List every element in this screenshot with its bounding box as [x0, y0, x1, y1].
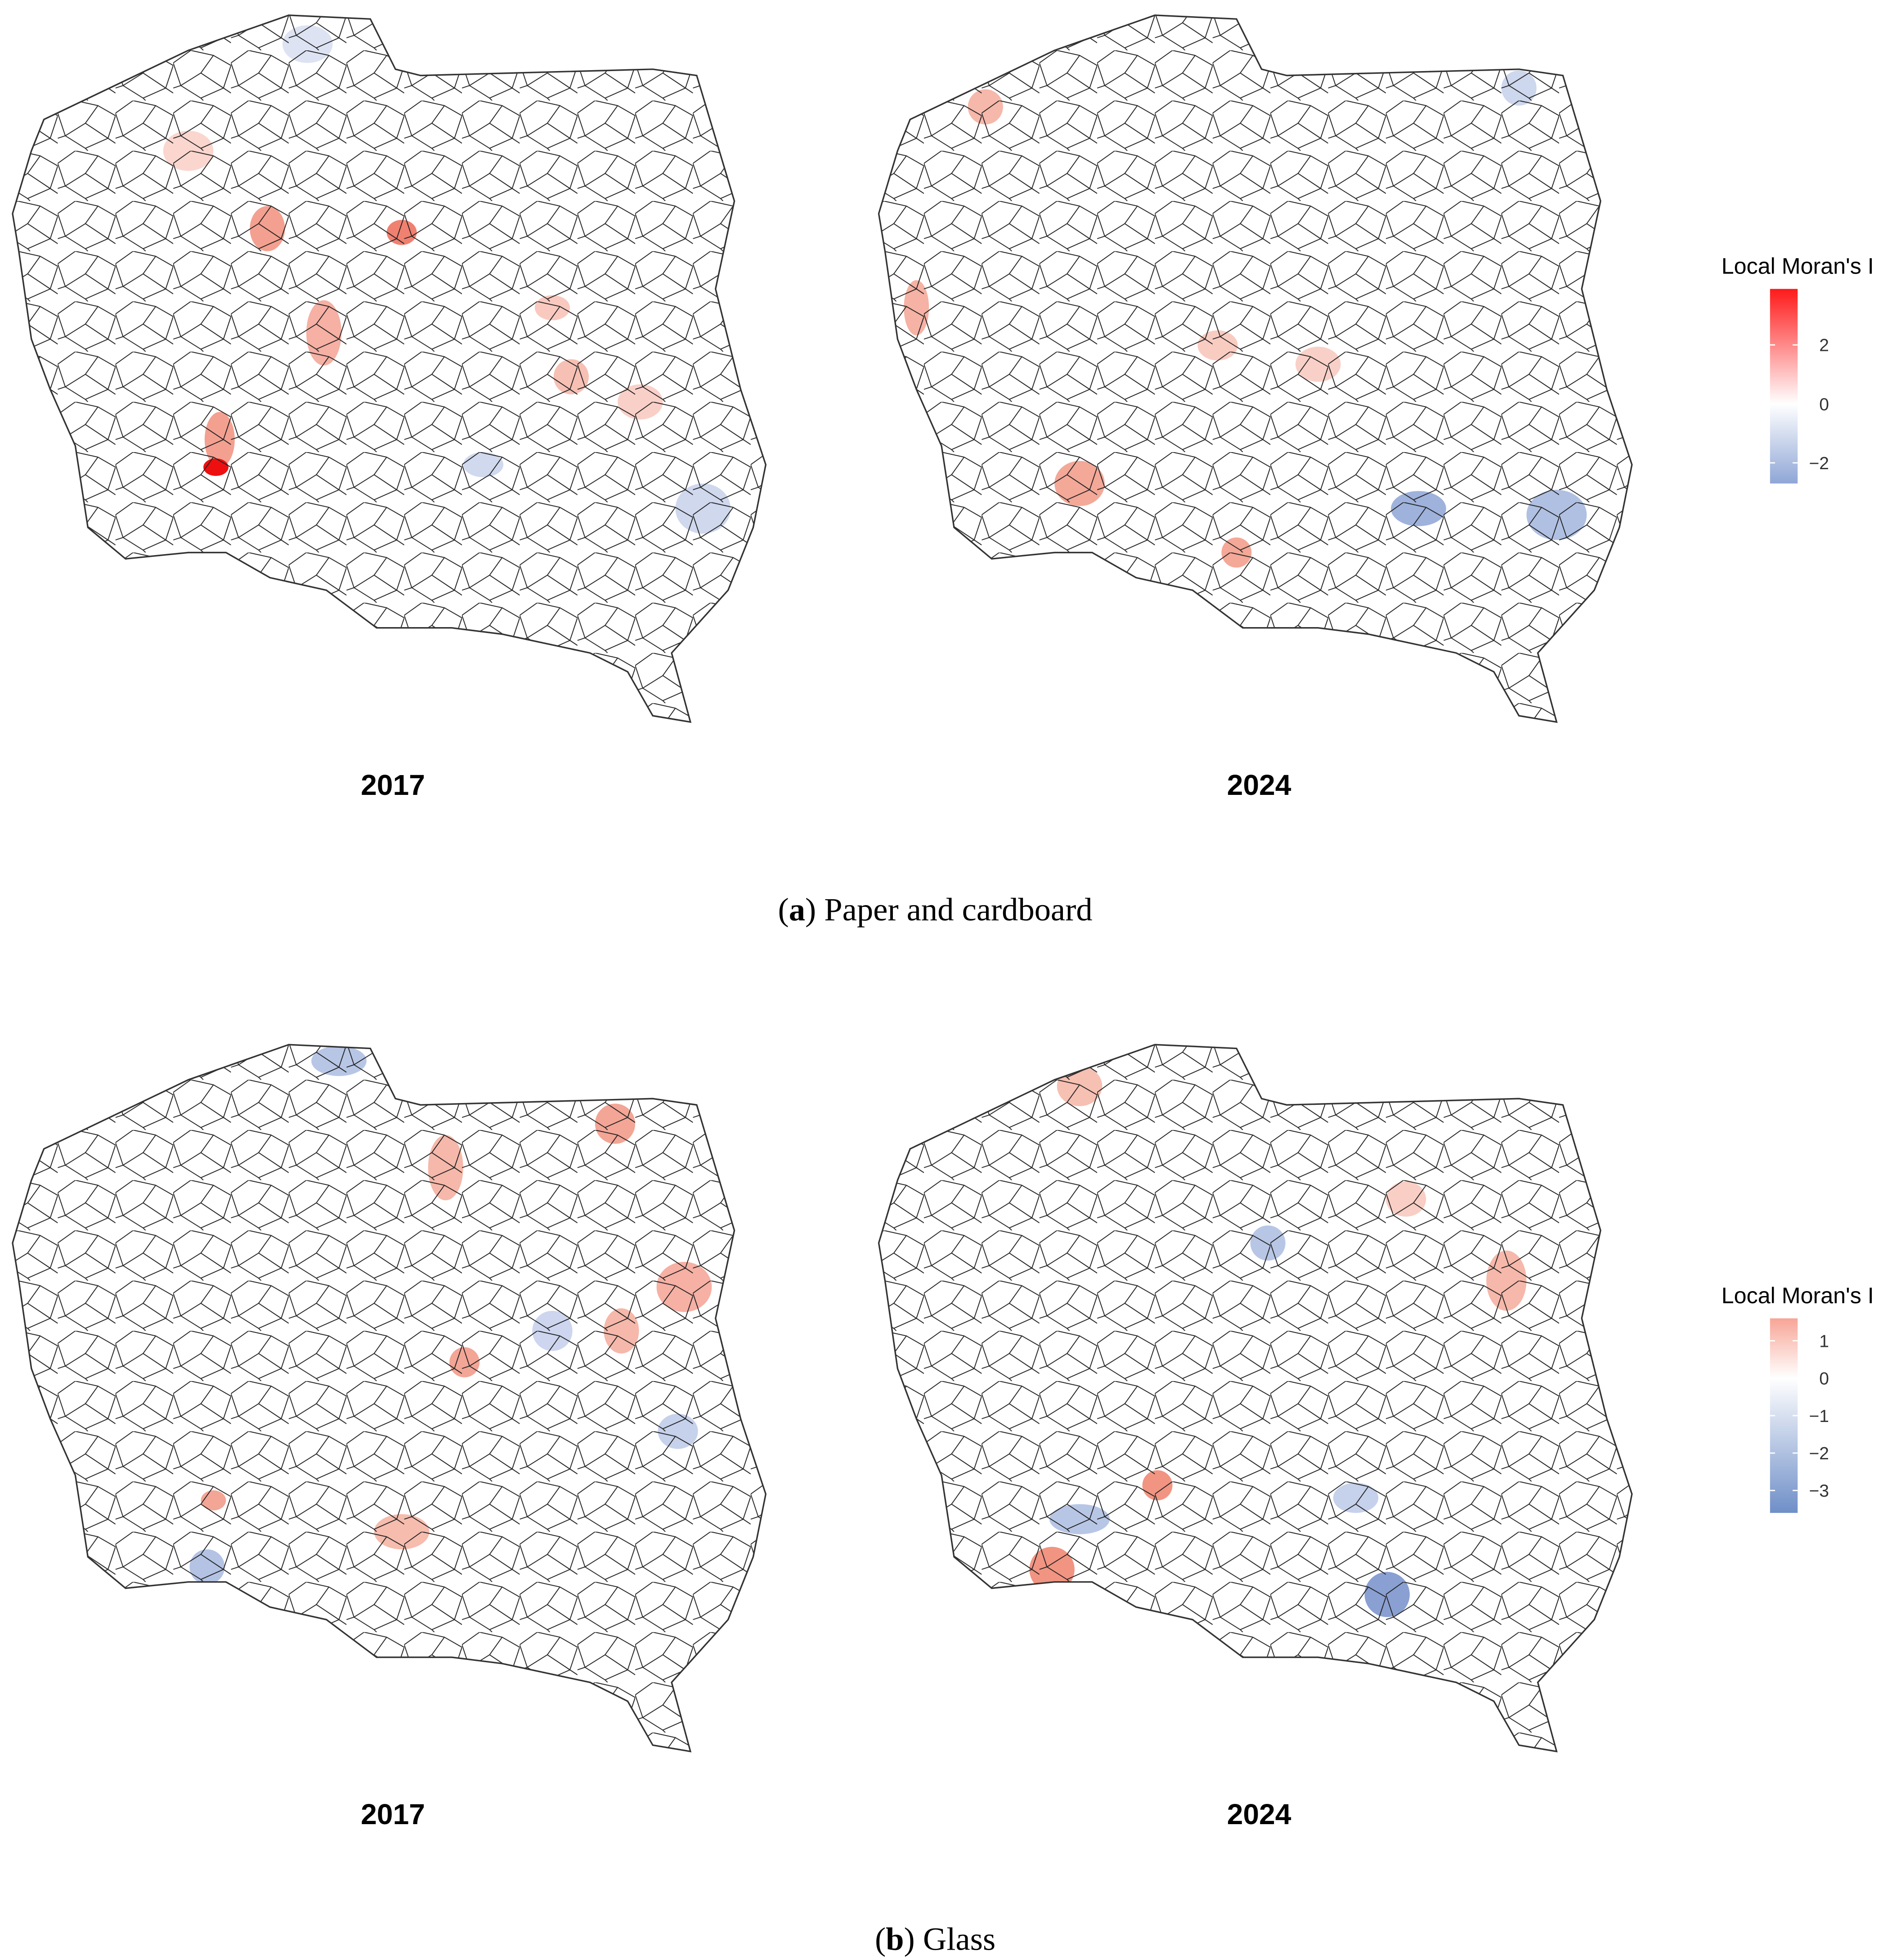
district [1303, 1718, 1333, 1743]
caption-part: ) Glass [904, 1920, 996, 1957]
caption-part: a [789, 891, 805, 928]
map-title: 2024 [1227, 769, 1291, 801]
legend-tick-label: −3 [1809, 1481, 1829, 1501]
legend-tick-label: 0 [1819, 1369, 1829, 1389]
legend-tick-label: −1 [1809, 1407, 1829, 1426]
map [12, 1044, 767, 1753]
legend-tick-label: −2 [1809, 454, 1829, 473]
map-title: 2017 [361, 1798, 425, 1830]
caption: (b) Glass [875, 1920, 995, 1957]
legend-tick-label: 0 [1819, 395, 1829, 414]
caption-part: ( [875, 1920, 886, 1957]
caption-part: ( [778, 891, 789, 928]
legend-title: Local Moran's I [1722, 1283, 1874, 1308]
map-title: 2024 [1227, 1798, 1291, 1830]
legend-tick-label: 2 [1819, 336, 1829, 355]
caption-part: b [886, 1920, 904, 1957]
caption-part: ) Paper and cardboard [805, 891, 1093, 928]
color-bar [1770, 289, 1798, 484]
legend-tick-label: 1 [1819, 1332, 1829, 1351]
map-title: 2017 [361, 769, 425, 801]
map [878, 14, 1633, 723]
map [878, 1044, 1633, 1753]
map [12, 14, 767, 723]
legend-tick-label: −2 [1809, 1444, 1829, 1463]
caption: (a) Paper and cardboard [778, 891, 1093, 928]
legend-title: Local Moran's I [1722, 254, 1874, 279]
